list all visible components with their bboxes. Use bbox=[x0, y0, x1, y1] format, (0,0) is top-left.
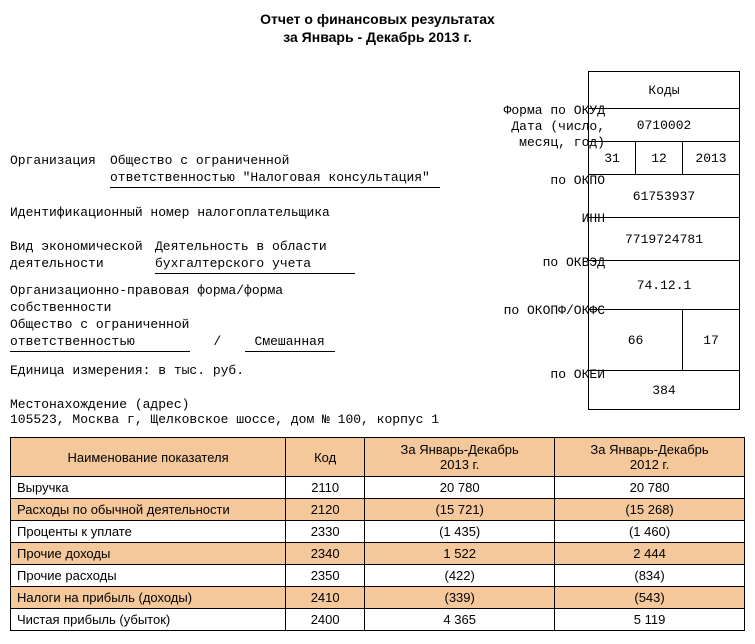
row-value: (422) bbox=[365, 565, 555, 587]
row-name: Расходы по обычной деятельности bbox=[11, 499, 286, 521]
org-line1: Общество с ограниченной bbox=[110, 153, 289, 168]
table-row: Прочие доходы23401 5222 444 bbox=[11, 543, 745, 565]
table-row: Проценты к уплате2330(1 435)(1 460) bbox=[11, 521, 745, 543]
org-label: Организация bbox=[10, 153, 96, 168]
row-value: (15 721) bbox=[365, 499, 555, 521]
row-code: 2330 bbox=[286, 521, 365, 543]
activity-label2: деятельности bbox=[10, 256, 104, 271]
form-label: Организационно-правовая форма/форма bbox=[10, 283, 283, 298]
form-line1: Общество с ограниченной bbox=[10, 317, 189, 332]
row-code: 2120 bbox=[286, 499, 365, 521]
okud-value: 0710002 bbox=[589, 109, 740, 142]
table-row: Чистая прибыль (убыток)24004 3655 119 bbox=[11, 609, 745, 631]
unit-text: Единица измерения: в тыс. руб. bbox=[10, 363, 244, 378]
table-row: Прочие расходы2350(422)(834) bbox=[11, 565, 745, 587]
row-value: (543) bbox=[555, 587, 745, 609]
okpo-label: по ОКПО bbox=[550, 173, 605, 189]
row-code: 2110 bbox=[286, 477, 365, 499]
row-code: 2400 bbox=[286, 609, 365, 631]
form-label2: собственности bbox=[10, 300, 111, 315]
row-name: Прочие доходы bbox=[11, 543, 286, 565]
row-code: 2410 bbox=[286, 587, 365, 609]
okei-label: по ОКЕИ bbox=[550, 367, 605, 383]
row-name: Прочие расходы bbox=[11, 565, 286, 587]
row-value: (15 268) bbox=[555, 499, 745, 521]
row-value: (834) bbox=[555, 565, 745, 587]
inn-label: ИНН bbox=[582, 211, 605, 227]
okei-value: 384 bbox=[589, 371, 740, 410]
date-year: 2013 bbox=[683, 142, 740, 175]
row-value: 20 780 bbox=[365, 477, 555, 499]
row-name: Налоги на прибыль (доходы) bbox=[11, 587, 286, 609]
form-mix: Смешанная bbox=[245, 334, 335, 352]
row-name: Чистая прибыль (убыток) bbox=[11, 609, 286, 631]
table-col-3: За Январь-Декабрь 2012 г. bbox=[555, 438, 745, 477]
table-row: Налоги на прибыль (доходы)2410(339)(543) bbox=[11, 587, 745, 609]
table-col-0: Наименование показателя bbox=[11, 438, 286, 477]
addr-label: Местонахождение (адрес) bbox=[10, 397, 189, 412]
activity-label: Вид экономической bbox=[10, 239, 143, 254]
title-line2: за Январь - Декабрь 2013 г. bbox=[283, 29, 472, 45]
activity-line2: бухгалтерского учета bbox=[155, 256, 355, 274]
row-value: 1 522 bbox=[365, 543, 555, 565]
addr-value: 105523, Москва г, Щелковское шоссе, дом … bbox=[10, 412, 439, 427]
okved-value: 74.12.1 bbox=[589, 261, 740, 310]
title-line1: Отчет о финансовых результатах bbox=[260, 11, 495, 27]
table-col-1: Код bbox=[286, 438, 365, 477]
row-name: Проценты к уплате bbox=[11, 521, 286, 543]
table-row: Расходы по обычной деятельности2120(15 7… bbox=[11, 499, 745, 521]
header-area: Коды 0710002 31 12 2013 61753937 7719724… bbox=[10, 71, 745, 391]
form-line2: ответственностью bbox=[10, 334, 190, 352]
row-value: 2 444 bbox=[555, 543, 745, 565]
row-code: 2350 bbox=[286, 565, 365, 587]
inn-value: 7719724781 bbox=[589, 218, 740, 261]
codes-header: Коды bbox=[589, 72, 740, 109]
row-value: (1 460) bbox=[555, 521, 745, 543]
table-body: Выручка211020 78020 780Расходы по обычно… bbox=[11, 477, 745, 631]
okfs-value: 17 bbox=[683, 310, 740, 371]
okopf-label: по ОКОПФ/ОКФС bbox=[504, 303, 605, 319]
activity-line1: Деятельность в области bbox=[155, 239, 327, 254]
okved-label: по ОКВЭД bbox=[543, 255, 605, 271]
date-label: Дата (число, месяц, год) bbox=[511, 119, 605, 150]
okud-label: Форма по ОКУД bbox=[504, 103, 605, 119]
form-sep: / bbox=[213, 334, 221, 349]
row-name: Выручка bbox=[11, 477, 286, 499]
codes-table: Коды 0710002 31 12 2013 61753937 7719724… bbox=[588, 71, 740, 410]
row-code: 2340 bbox=[286, 543, 365, 565]
inn-text: Идентификационный номер налогоплательщик… bbox=[10, 205, 330, 220]
row-value: (1 435) bbox=[365, 521, 555, 543]
okopf-value: 66 bbox=[589, 310, 683, 371]
okpo-value: 61753937 bbox=[589, 175, 740, 218]
row-value: 4 365 bbox=[365, 609, 555, 631]
row-value: (339) bbox=[365, 587, 555, 609]
date-month: 12 bbox=[636, 142, 683, 175]
row-value: 5 119 bbox=[555, 609, 745, 631]
org-line2: ответственностью "Налоговая консультация… bbox=[110, 170, 440, 188]
financial-table: Наименование показателяКодЗа Январь-Дека… bbox=[10, 437, 745, 631]
table-header-row: Наименование показателяКодЗа Январь-Дека… bbox=[11, 438, 745, 477]
report-title: Отчет о финансовых результатах за Январь… bbox=[10, 10, 745, 46]
table-row: Выручка211020 78020 780 bbox=[11, 477, 745, 499]
table-col-2: За Январь-Декабрь 2013 г. bbox=[365, 438, 555, 477]
row-value: 20 780 bbox=[555, 477, 745, 499]
